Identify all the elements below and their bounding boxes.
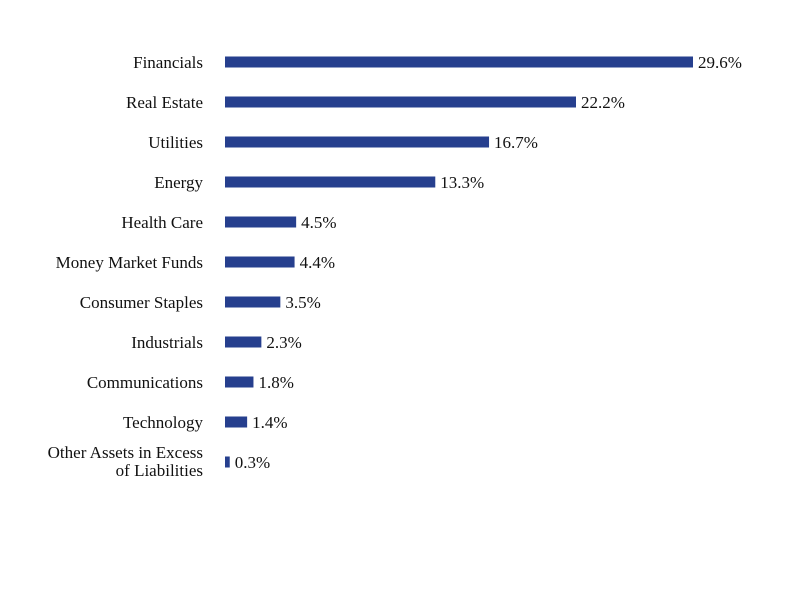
bar-6	[225, 296, 281, 308]
category-label-9: Technology	[123, 413, 204, 432]
category-label-3: Energy	[154, 173, 203, 192]
value-label-4: 4.5%	[301, 213, 336, 232]
bar-8	[225, 376, 254, 388]
category-label-6: Consumer Staples	[80, 293, 203, 312]
bars-group	[225, 56, 693, 468]
bar-5	[225, 256, 295, 268]
value-label-8: 1.8%	[258, 373, 293, 392]
value-labels-group: 29.6% 22.2% 16.7% 13.3% 4.5% 4.4% 3.5% 2.3% 1.8%…	[235, 53, 742, 472]
value-label-3: 13.3%	[440, 173, 484, 192]
bar-0	[225, 56, 693, 68]
category-label-0: Financials	[133, 53, 203, 72]
bar-2	[225, 136, 490, 148]
bar-1	[225, 96, 576, 108]
bar-9	[225, 416, 248, 428]
value-label-9: 1.4%	[252, 413, 287, 432]
value-label-7: 2.3%	[266, 333, 301, 352]
value-label-6: 3.5%	[285, 293, 320, 312]
category-label-7: Industrials	[131, 333, 203, 352]
category-label-2: Utilities	[148, 133, 203, 152]
value-label-0: 29.6%	[698, 53, 742, 72]
value-label-2: 16.7%	[494, 133, 538, 152]
bar-3	[225, 176, 436, 188]
bar-4	[225, 216, 297, 228]
bar-7	[225, 336, 262, 348]
category-label-4: Health Care	[121, 213, 203, 232]
value-label-1: 22.2%	[581, 93, 625, 112]
value-label-10: 0.3%	[235, 453, 270, 472]
bar-10	[225, 456, 230, 468]
category-label-1: Real Estate	[126, 93, 203, 112]
category-label-10: Other Assets in Excess of Liabilities	[48, 443, 203, 480]
value-label-5: 4.4%	[300, 253, 335, 272]
category-labels-group: Financials Real Estate Utilities Energy Heal…	[48, 53, 204, 480]
category-label-8: Communications	[87, 373, 203, 392]
category-label-5: Money Market Funds	[56, 253, 203, 272]
